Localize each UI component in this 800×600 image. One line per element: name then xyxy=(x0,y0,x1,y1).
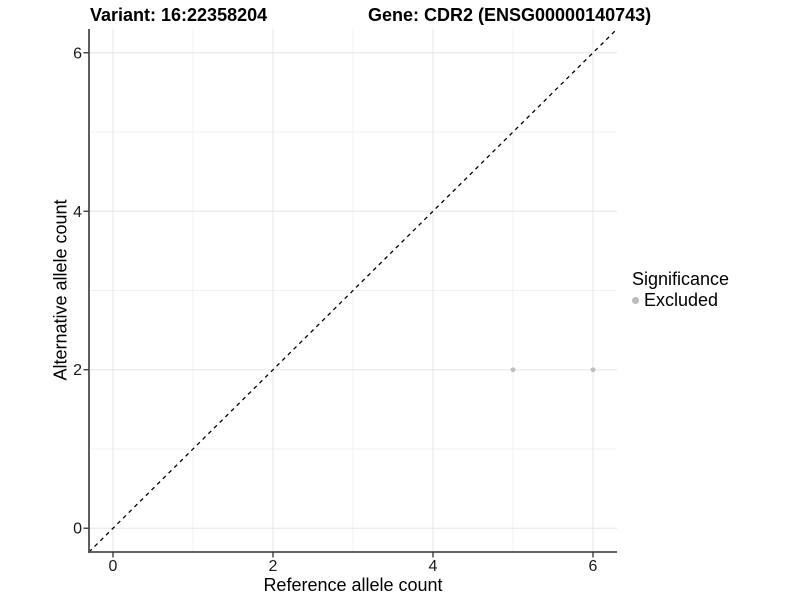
legend-item-label: Excluded xyxy=(644,290,719,310)
data-point xyxy=(510,367,516,373)
data-points xyxy=(510,367,596,373)
legend-point-icon xyxy=(632,296,639,304)
legend: Significance Excluded xyxy=(632,269,729,310)
legend-title: Significance xyxy=(632,269,730,289)
x-tick-label: 6 xyxy=(589,558,598,575)
major-gridlines xyxy=(89,29,617,552)
legend-item-excluded: Excluded xyxy=(632,290,729,310)
y-tick-label: 4 xyxy=(73,204,82,221)
y-tick-label: 0 xyxy=(73,521,82,538)
data-point xyxy=(590,367,596,373)
variant-title: Variant: 16:22358204 xyxy=(90,5,268,25)
x-tick-label: 2 xyxy=(269,558,278,575)
identity-line xyxy=(88,28,618,553)
y-axis-title: Alternative allele count xyxy=(50,199,71,381)
gene-title: Gene: CDR2 (ENSG00000140743) xyxy=(368,5,652,25)
tick-labels: 0 2 4 6 0 2 4 6 xyxy=(73,45,597,575)
tick-marks xyxy=(83,52,594,558)
minor-gridlines xyxy=(89,29,617,552)
x-tick-label: 0 xyxy=(109,558,118,575)
x-axis-title: Reference allele count xyxy=(263,575,443,595)
x-tick-label: 4 xyxy=(429,558,438,575)
axis-lines xyxy=(88,29,617,553)
y-tick-label: 2 xyxy=(73,362,82,379)
y-tick-label: 6 xyxy=(73,45,82,62)
